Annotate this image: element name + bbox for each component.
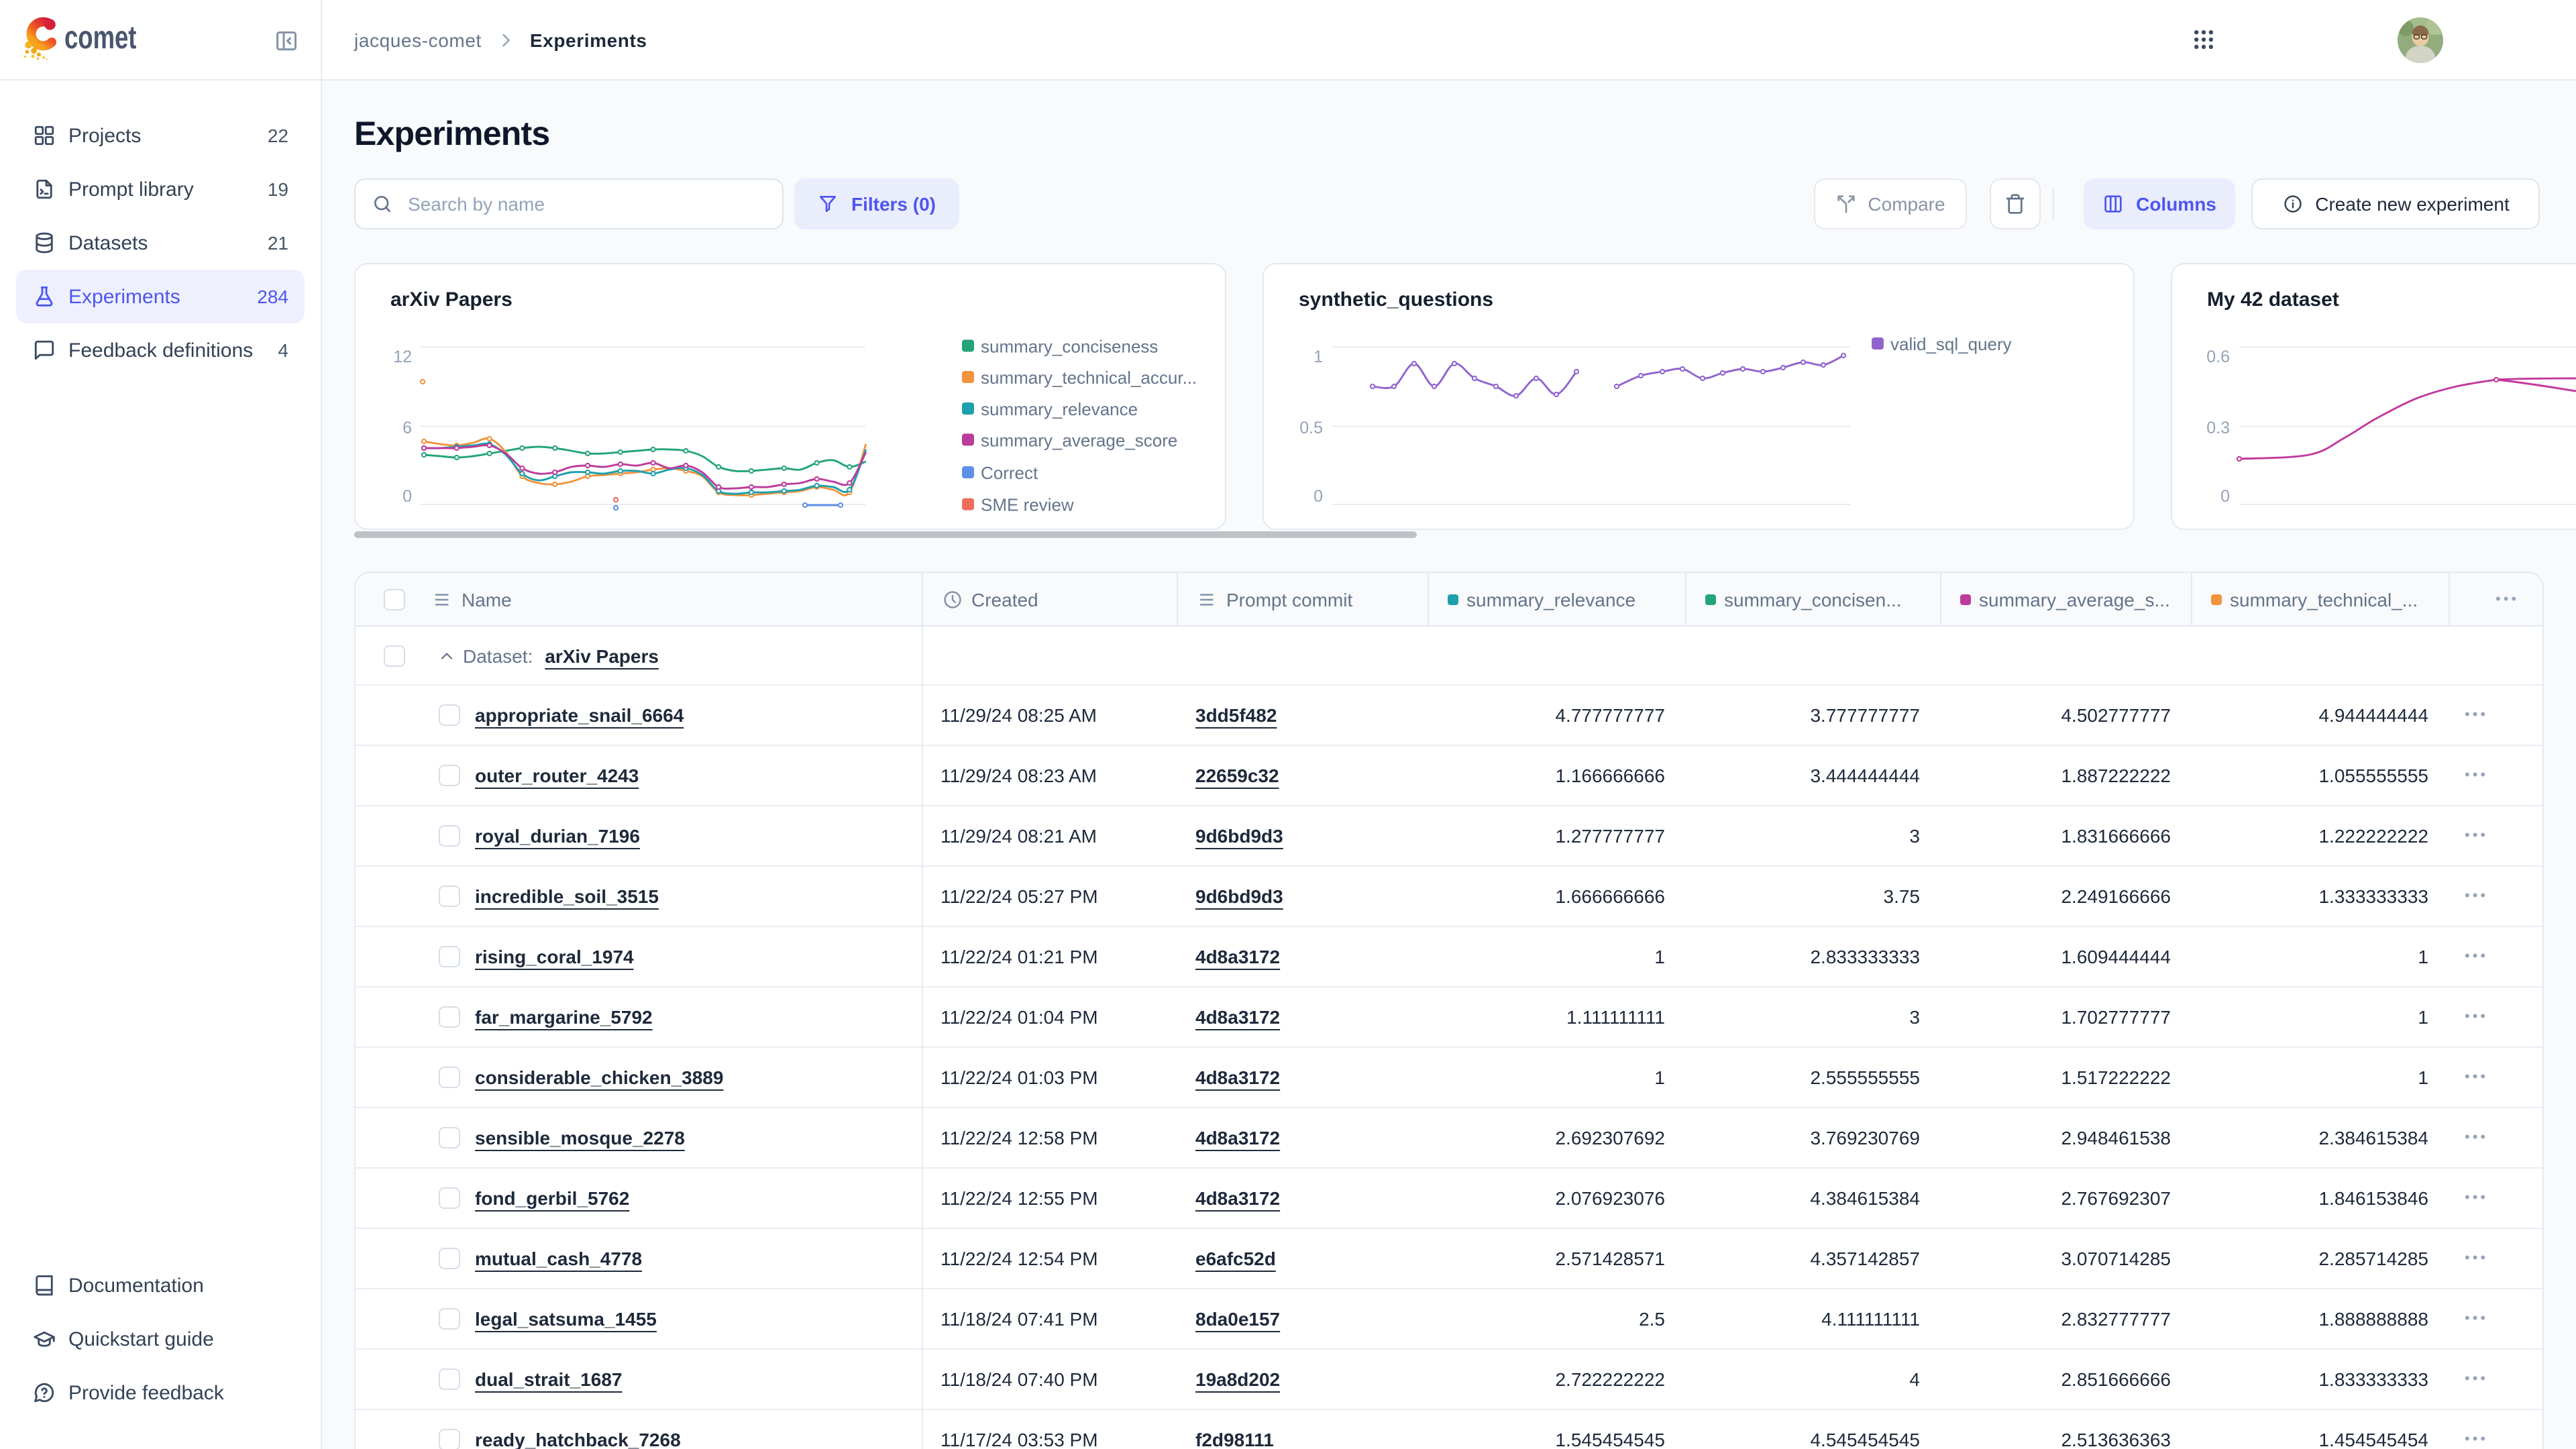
svg-text:Correct: Correct [981,463,1038,483]
svg-text:0.6: 0.6 [2206,347,2230,366]
svg-text:summary_average_score: summary_average_score [981,430,1177,450]
svg-text:summary_relevance: summary_relevance [981,399,1138,419]
svg-text:0: 0 [2220,487,2230,506]
svg-text:0: 0 [1313,487,1323,506]
svg-text:valid_sql_query: valid_sql_query [1890,334,2012,354]
svg-text:1: 1 [1313,347,1323,366]
svg-text:0: 0 [402,487,412,506]
svg-text:12: 12 [393,347,412,366]
svg-text:0.3: 0.3 [2206,419,2230,437]
svg-text:summary_technical_accur...: summary_technical_accur... [981,368,1197,388]
svg-text:SME review: SME review [981,495,1074,515]
svg-text:summary_conciseness: summary_conciseness [981,336,1158,356]
svg-text:0.5: 0.5 [1299,419,1323,437]
svg-text:6: 6 [402,419,412,437]
